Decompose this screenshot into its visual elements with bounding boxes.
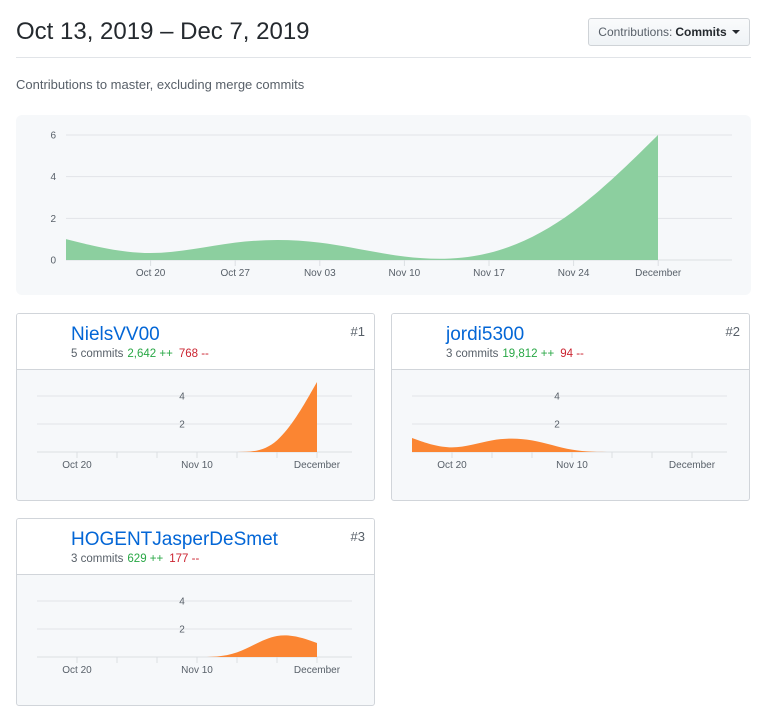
y-tick-label: 4 xyxy=(50,172,56,183)
character-avatar[interactable] xyxy=(25,527,63,565)
commit-count: 3 commits xyxy=(446,348,499,360)
contributions-type-dropdown[interactable]: Contributions: Commits xyxy=(588,18,750,46)
contributor-card-header: jordi5300 3 commits 19,812 ++ 94 -- #2 xyxy=(392,314,749,370)
main-contributions-chart: 0 2 4 6 Oct 20 Oct 27 Nov 03 Nov 10 Nov 17 Nov 24… xyxy=(16,115,751,295)
deletions-count: 94 -- xyxy=(560,348,584,360)
x-tick-label: Nov 10 xyxy=(389,268,421,279)
photo-avatar[interactable] xyxy=(400,322,438,360)
contributor-card-header: HOGENTJasperDeSmet 3 commits 629 ++ 177 --… xyxy=(17,519,374,575)
x-tick-label: Nov 10 xyxy=(181,460,213,471)
y-tick-label: 0 xyxy=(50,256,56,267)
y-tick-label: 2 xyxy=(50,214,56,225)
contributor-card: NielsVV00 5 commits 2,642 ++ 768 -- #1 2 4 O… xyxy=(16,313,375,501)
x-tick-label: Oct 27 xyxy=(220,268,250,279)
y-tick-label: 4 xyxy=(554,392,560,403)
x-tick-label: December xyxy=(294,665,341,676)
additions-count: 2,642 ++ xyxy=(127,348,173,360)
contributor-chart-svg[interactable]: 2 4 Oct 20 Nov 10 December xyxy=(17,576,375,706)
identicon-avatar[interactable] xyxy=(25,322,63,360)
x-tick-label: December xyxy=(669,460,716,471)
contributor-rank: #3 xyxy=(350,529,365,544)
contributor-stats: 3 commits 629 ++ 177 -- xyxy=(71,553,199,565)
contributor-chart-svg[interactable]: 2 4 Oct 20 Nov 10 December xyxy=(17,371,375,501)
x-tick-label: December xyxy=(294,460,341,471)
y-tick-label: 6 xyxy=(50,131,56,142)
additions-count: 19,812 ++ xyxy=(502,348,555,360)
y-tick-label: 4 xyxy=(179,597,185,608)
area-series[interactable] xyxy=(37,382,317,452)
deletions-count: 177 -- xyxy=(169,553,200,565)
chart-subtitle: Contributions to master, excluding merge… xyxy=(16,77,305,92)
y-tick-label: 2 xyxy=(179,420,185,431)
deletions-count: 768 -- xyxy=(178,348,209,360)
area-series[interactable] xyxy=(66,135,658,260)
x-tick-label: December xyxy=(635,268,682,279)
caret-down-icon xyxy=(731,30,740,34)
x-tick-label: Oct 20 xyxy=(136,268,166,279)
y-tick-label: 2 xyxy=(179,625,185,636)
commit-count: 5 commits xyxy=(71,348,124,360)
y-tick-label: 4 xyxy=(179,392,185,403)
dropdown-selected-value: Commits xyxy=(675,25,727,39)
y-tick-label: 2 xyxy=(554,420,560,431)
area-series[interactable] xyxy=(412,438,692,452)
contributor-rank: #1 xyxy=(350,324,365,339)
x-tick-label: Nov 24 xyxy=(558,268,590,279)
x-tick-label: Nov 10 xyxy=(556,460,588,471)
contributor-stats: 3 commits 19,812 ++ 94 -- xyxy=(446,348,584,360)
additions-count: 629 ++ xyxy=(127,553,164,565)
contributor-rank: #2 xyxy=(725,324,740,339)
area-series[interactable] xyxy=(37,635,317,657)
x-tick-label: Oct 20 xyxy=(437,460,467,471)
contributor-card: jordi5300 3 commits 19,812 ++ 94 -- #2 2 4 O… xyxy=(391,313,750,501)
x-tick-label: Oct 20 xyxy=(62,460,92,471)
x-tick-label: Nov 03 xyxy=(304,268,336,279)
main-chart-svg[interactable]: 0 2 4 6 Oct 20 Oct 27 Nov 03 Nov 10 Nov 17 Nov 24… xyxy=(16,115,751,295)
contributor-card-header: NielsVV00 5 commits 2,642 ++ 768 -- #1 xyxy=(17,314,374,370)
contributor-stats: 5 commits 2,642 ++ 768 -- xyxy=(71,348,209,360)
header-divider xyxy=(16,57,751,58)
dropdown-prefix: Contributions: xyxy=(598,25,673,39)
contributor-name-link[interactable]: HOGENTJasperDeSmet xyxy=(71,529,278,550)
date-range-title: Oct 13, 2019 – Dec 7, 2019 xyxy=(16,18,310,45)
x-tick-label: Oct 20 xyxy=(62,665,92,676)
contributor-chart-svg[interactable]: 2 4 Oct 20 Nov 10 December xyxy=(392,371,750,501)
contributor-card: HOGENTJasperDeSmet 3 commits 629 ++ 177 --… xyxy=(16,518,375,706)
x-tick-label: Nov 17 xyxy=(473,268,505,279)
contributor-name-link[interactable]: NielsVV00 xyxy=(71,324,160,345)
contributor-name-link[interactable]: jordi5300 xyxy=(446,324,525,345)
commit-count: 3 commits xyxy=(71,553,124,565)
x-tick-label: Nov 10 xyxy=(181,665,213,676)
